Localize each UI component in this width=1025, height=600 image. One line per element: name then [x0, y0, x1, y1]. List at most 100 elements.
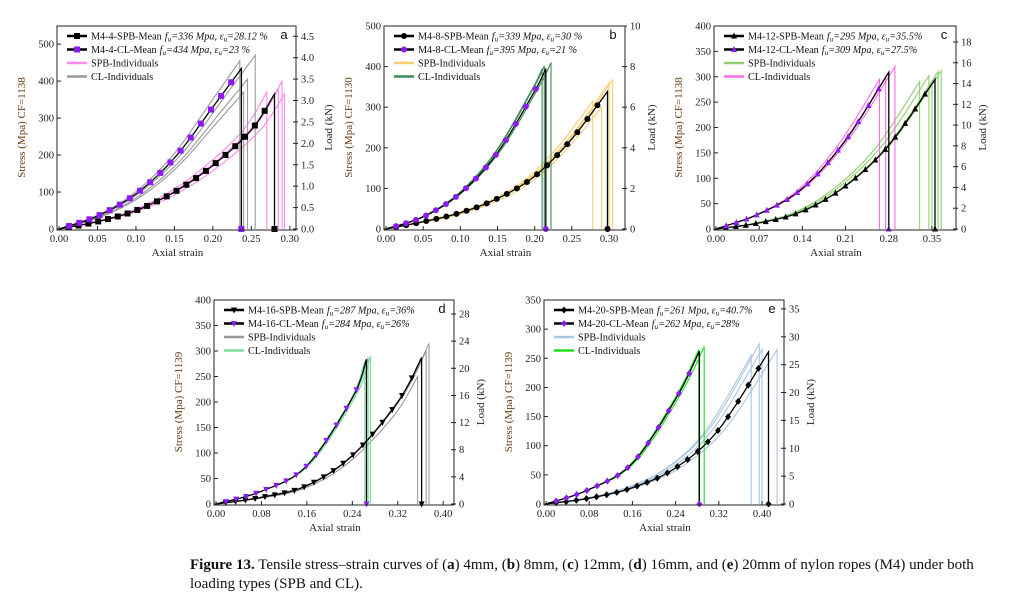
fu-symbol: f: [822, 45, 826, 56]
legend-series-name: SPB-Individuals: [578, 333, 645, 344]
y2-tick-label: 25: [789, 360, 800, 371]
data-point-marker: [238, 226, 245, 232]
eu-symbol: ε: [707, 319, 711, 330]
data-point-marker: [594, 102, 601, 109]
eu-subscript: u: [224, 36, 228, 44]
plot-frame: [383, 25, 626, 231]
data-point-marker: [561, 320, 567, 327]
fu-symbol: f: [657, 306, 661, 317]
y-tick-label: 200: [695, 123, 711, 134]
data-point-marker: [242, 133, 249, 140]
x-tick-label: 0.20: [525, 234, 543, 245]
y2-tick-label: 14: [961, 79, 972, 90]
y2-tick-label: 20: [459, 364, 470, 375]
data-point-marker: [193, 175, 200, 182]
data-point-marker: [353, 387, 360, 394]
mean-curve: [215, 358, 368, 505]
data-point-marker: [792, 210, 799, 217]
data-point-marker: [714, 426, 721, 434]
data-point-marker: [392, 223, 399, 230]
data-point-marker: [502, 137, 509, 144]
x-tick-label: 0.00: [207, 509, 225, 520]
y2-tick-label: 8: [630, 62, 635, 73]
plot-area: [58, 53, 286, 232]
y-axis-label: Stress (Mpa) CF=1138: [673, 77, 685, 178]
data-point-marker: [320, 474, 327, 481]
data-point-marker: [261, 107, 268, 114]
legend: M4-16-SPB-Mean fu=287 Mpa, εu=36%M4-16-CL…: [224, 306, 415, 357]
individual-curve: [715, 68, 942, 230]
data-point-marker: [183, 181, 190, 188]
data-point-marker: [532, 85, 539, 92]
data-point-marker: [644, 478, 651, 486]
x-tick-label: 0.20: [204, 234, 222, 245]
fu-value: =261 Mpa,: [663, 306, 711, 317]
data-point-marker: [231, 307, 237, 314]
eu-subscript: u: [218, 49, 222, 57]
data-point-marker: [442, 201, 449, 208]
fu-symbol: f: [492, 32, 496, 43]
y2-tick-label: 15: [789, 416, 800, 427]
y2-tick-label: 16: [459, 391, 470, 402]
data-point-marker: [310, 479, 317, 486]
data-point-marker: [482, 164, 489, 171]
y2-tick-label: 10: [630, 22, 641, 33]
data-point-marker: [686, 369, 693, 377]
caption-segment: Tensile stress–strain curves of (: [254, 557, 448, 573]
individual-curve: [215, 355, 372, 505]
y2-tick-label: 10: [789, 444, 800, 455]
y2-tick-label: 8: [459, 445, 464, 456]
y2-tick-label: 2: [961, 204, 966, 215]
x-tick-label: 0.40: [434, 509, 452, 520]
data-point-marker: [401, 46, 407, 53]
y2-tick-label: 4: [630, 143, 636, 154]
fu-symbol: f: [160, 45, 164, 56]
x-tick-label: 0.32: [710, 509, 728, 520]
data-point-marker: [116, 201, 123, 208]
x-tick-label: 0.10: [127, 234, 145, 245]
data-point-marker: [271, 226, 278, 232]
x-tick-label: 0.15: [165, 234, 183, 245]
data-point-marker: [573, 496, 580, 504]
fu-value: =262 Mpa,: [658, 319, 706, 330]
caption-label: Figure 13.: [190, 557, 255, 573]
legend-series-name: SPB-Individuals: [248, 333, 315, 344]
data-point-marker: [263, 486, 270, 493]
data-point-marker: [882, 145, 889, 152]
data-point-marker: [752, 220, 759, 227]
data-point-marker: [147, 179, 154, 186]
y2-tick-label: 4: [961, 183, 967, 194]
legend-series-name: M4-4-CL-Mean: [91, 45, 157, 56]
individual-curve: [545, 349, 700, 505]
eu-value: =40.7%: [719, 306, 752, 317]
y2-tick-label: 4.5: [301, 32, 314, 43]
y2-tick-label: 20: [789, 388, 800, 399]
legend: M4-20-SPB-Mean fu=261 Mpa, εu=40.7%M4-20-…: [554, 306, 752, 357]
eu-subscript: u: [881, 49, 885, 57]
data-point-marker: [283, 478, 290, 485]
data-point-marker: [862, 166, 869, 173]
y2-tick-label: 1.5: [301, 160, 314, 171]
y2-tick-label: 12: [459, 418, 470, 429]
data-point-marker: [273, 482, 280, 489]
data-point-marker: [594, 482, 601, 490]
chart-panel-c: 0.00 0.07 0.14 0.21 0.28 0.350501001502002503…: [673, 22, 989, 260]
x-tick-label: 0.40: [753, 509, 771, 520]
caption-segment: ) 16mm, and (: [641, 557, 727, 573]
data-point-marker: [762, 218, 769, 225]
fu-value: =339 Mpa,: [498, 32, 546, 43]
data-point-marker: [584, 116, 591, 123]
data-point-marker: [574, 129, 581, 136]
data-point-marker: [675, 389, 682, 397]
data-point-marker: [432, 207, 439, 214]
data-point-marker: [153, 198, 160, 205]
eu-subscript: u: [545, 49, 549, 57]
legend-series-name: SPB-Individuals: [91, 59, 158, 70]
y2-tick-label: 10: [961, 121, 972, 132]
data-point-marker: [522, 103, 529, 110]
eu-value: =36%: [389, 306, 415, 317]
individual-curve: [215, 356, 369, 505]
data-point-marker: [684, 455, 691, 463]
data-point-marker: [173, 187, 180, 194]
y-tick-label: 0: [376, 225, 381, 236]
